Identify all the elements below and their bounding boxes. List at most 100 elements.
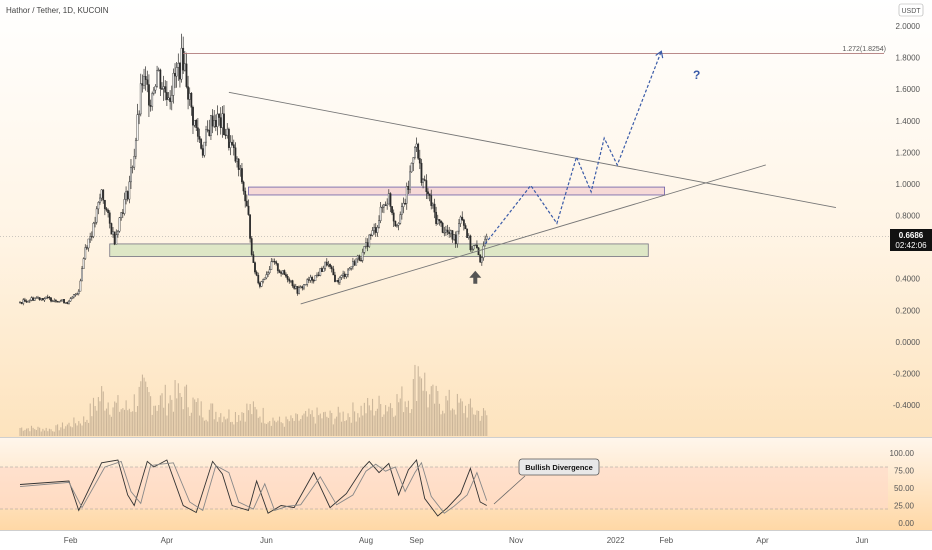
volume-bar [450, 410, 452, 436]
volume-bar [29, 431, 31, 436]
candle-body [23, 299, 26, 302]
volume-bar [34, 429, 36, 436]
volume-bar [486, 415, 488, 436]
candle-body [156, 70, 158, 87]
candle-body [352, 261, 354, 267]
candle-body [195, 120, 198, 128]
volume-bar [189, 415, 191, 436]
candle-body [107, 209, 110, 214]
price-axis-tick: 1.8000 [896, 54, 921, 63]
volume-bar [220, 413, 222, 436]
zone-support [109, 243, 649, 257]
volume-bar [476, 410, 478, 436]
candle-body [48, 297, 51, 299]
volume-bar [238, 415, 240, 436]
callout-box [518, 458, 600, 476]
candle-body [37, 297, 39, 299]
volume-bar [200, 401, 202, 436]
candle-body [252, 254, 255, 263]
candle-body [334, 274, 336, 282]
volume-bar [107, 402, 109, 436]
volume-bar [354, 411, 356, 436]
fib-level-label: 1.272(1.8254) [842, 46, 886, 53]
volume-bar [471, 407, 473, 436]
volume-bar [81, 425, 83, 436]
candle-body [394, 220, 397, 227]
volume-bar [192, 397, 194, 436]
candle-body [389, 193, 392, 207]
candle-body [216, 113, 219, 127]
candle-body [72, 294, 75, 298]
volume-bar [370, 410, 372, 436]
volume-bar [278, 416, 281, 436]
volume-bar [210, 403, 212, 436]
candle-body [288, 279, 291, 282]
candle-body [420, 162, 423, 183]
candle-body [159, 69, 162, 89]
volume-bar [287, 419, 289, 436]
currency-button-frame[interactable] [898, 3, 924, 17]
volume-bar [463, 413, 465, 436]
candle-body [397, 223, 400, 226]
osc-axis-tick: 100.00 [890, 449, 915, 458]
time-axis-tick: Aug [359, 536, 373, 545]
candle-body [33, 297, 36, 301]
candle-body [148, 84, 150, 106]
currency-button[interactable]: USDT [898, 3, 924, 17]
candle-body [407, 185, 410, 190]
volume-bar [208, 409, 210, 436]
currency-button-label[interactable]: USDT [901, 8, 921, 15]
volume-bar [308, 408, 310, 436]
candle-body [136, 114, 139, 141]
volume-bar [86, 419, 88, 436]
volume-bar [132, 411, 134, 436]
time-axis-tick: Apr [756, 536, 769, 545]
price-axis-tick: 1.0000 [896, 180, 921, 189]
candle-body [299, 286, 302, 288]
volume-bar [68, 422, 70, 436]
candle-body [134, 140, 137, 157]
candle-body [319, 268, 322, 276]
volume-bar [92, 397, 95, 436]
volume-bar [79, 423, 81, 436]
volume-bar [404, 401, 406, 436]
volume-bar [30, 425, 33, 436]
volume-bar [274, 420, 276, 436]
volume-bar [318, 415, 320, 436]
volume-bar [122, 408, 124, 436]
candle-body [25, 300, 28, 303]
volume-bar [406, 407, 408, 436]
candle-body [234, 147, 237, 162]
candle-body [167, 97, 170, 100]
volume-bar [151, 414, 153, 436]
candle-body [361, 252, 364, 261]
candle-body [425, 180, 428, 192]
volume-bar [466, 417, 468, 436]
candle-body [19, 302, 21, 304]
candle-body [332, 268, 335, 276]
volume-bar [478, 410, 480, 436]
candle-body [428, 193, 431, 196]
volume-bar [24, 429, 26, 436]
candle-body [94, 222, 96, 224]
price-axis-tick: 0.4000 [896, 275, 921, 284]
volume-bar [84, 421, 86, 436]
candle-body [86, 247, 88, 249]
volume-bar [55, 425, 57, 436]
volume-bar [70, 426, 72, 436]
osc-axis-tick: 0.00 [898, 519, 914, 528]
price-tag-box [890, 229, 932, 251]
volume-bar [469, 398, 471, 436]
osc-axis-tick: 25.00 [894, 502, 915, 511]
volume-bar [435, 385, 437, 436]
candle-body [366, 242, 369, 247]
volume-bar [203, 420, 206, 436]
candle-body [363, 246, 366, 253]
candle-body [258, 282, 261, 287]
price-axis-tick: 1.2000 [896, 148, 921, 157]
candle-body [469, 235, 472, 251]
candle-body [53, 300, 56, 302]
volume-bar [380, 404, 382, 436]
volume-bar [345, 420, 347, 436]
